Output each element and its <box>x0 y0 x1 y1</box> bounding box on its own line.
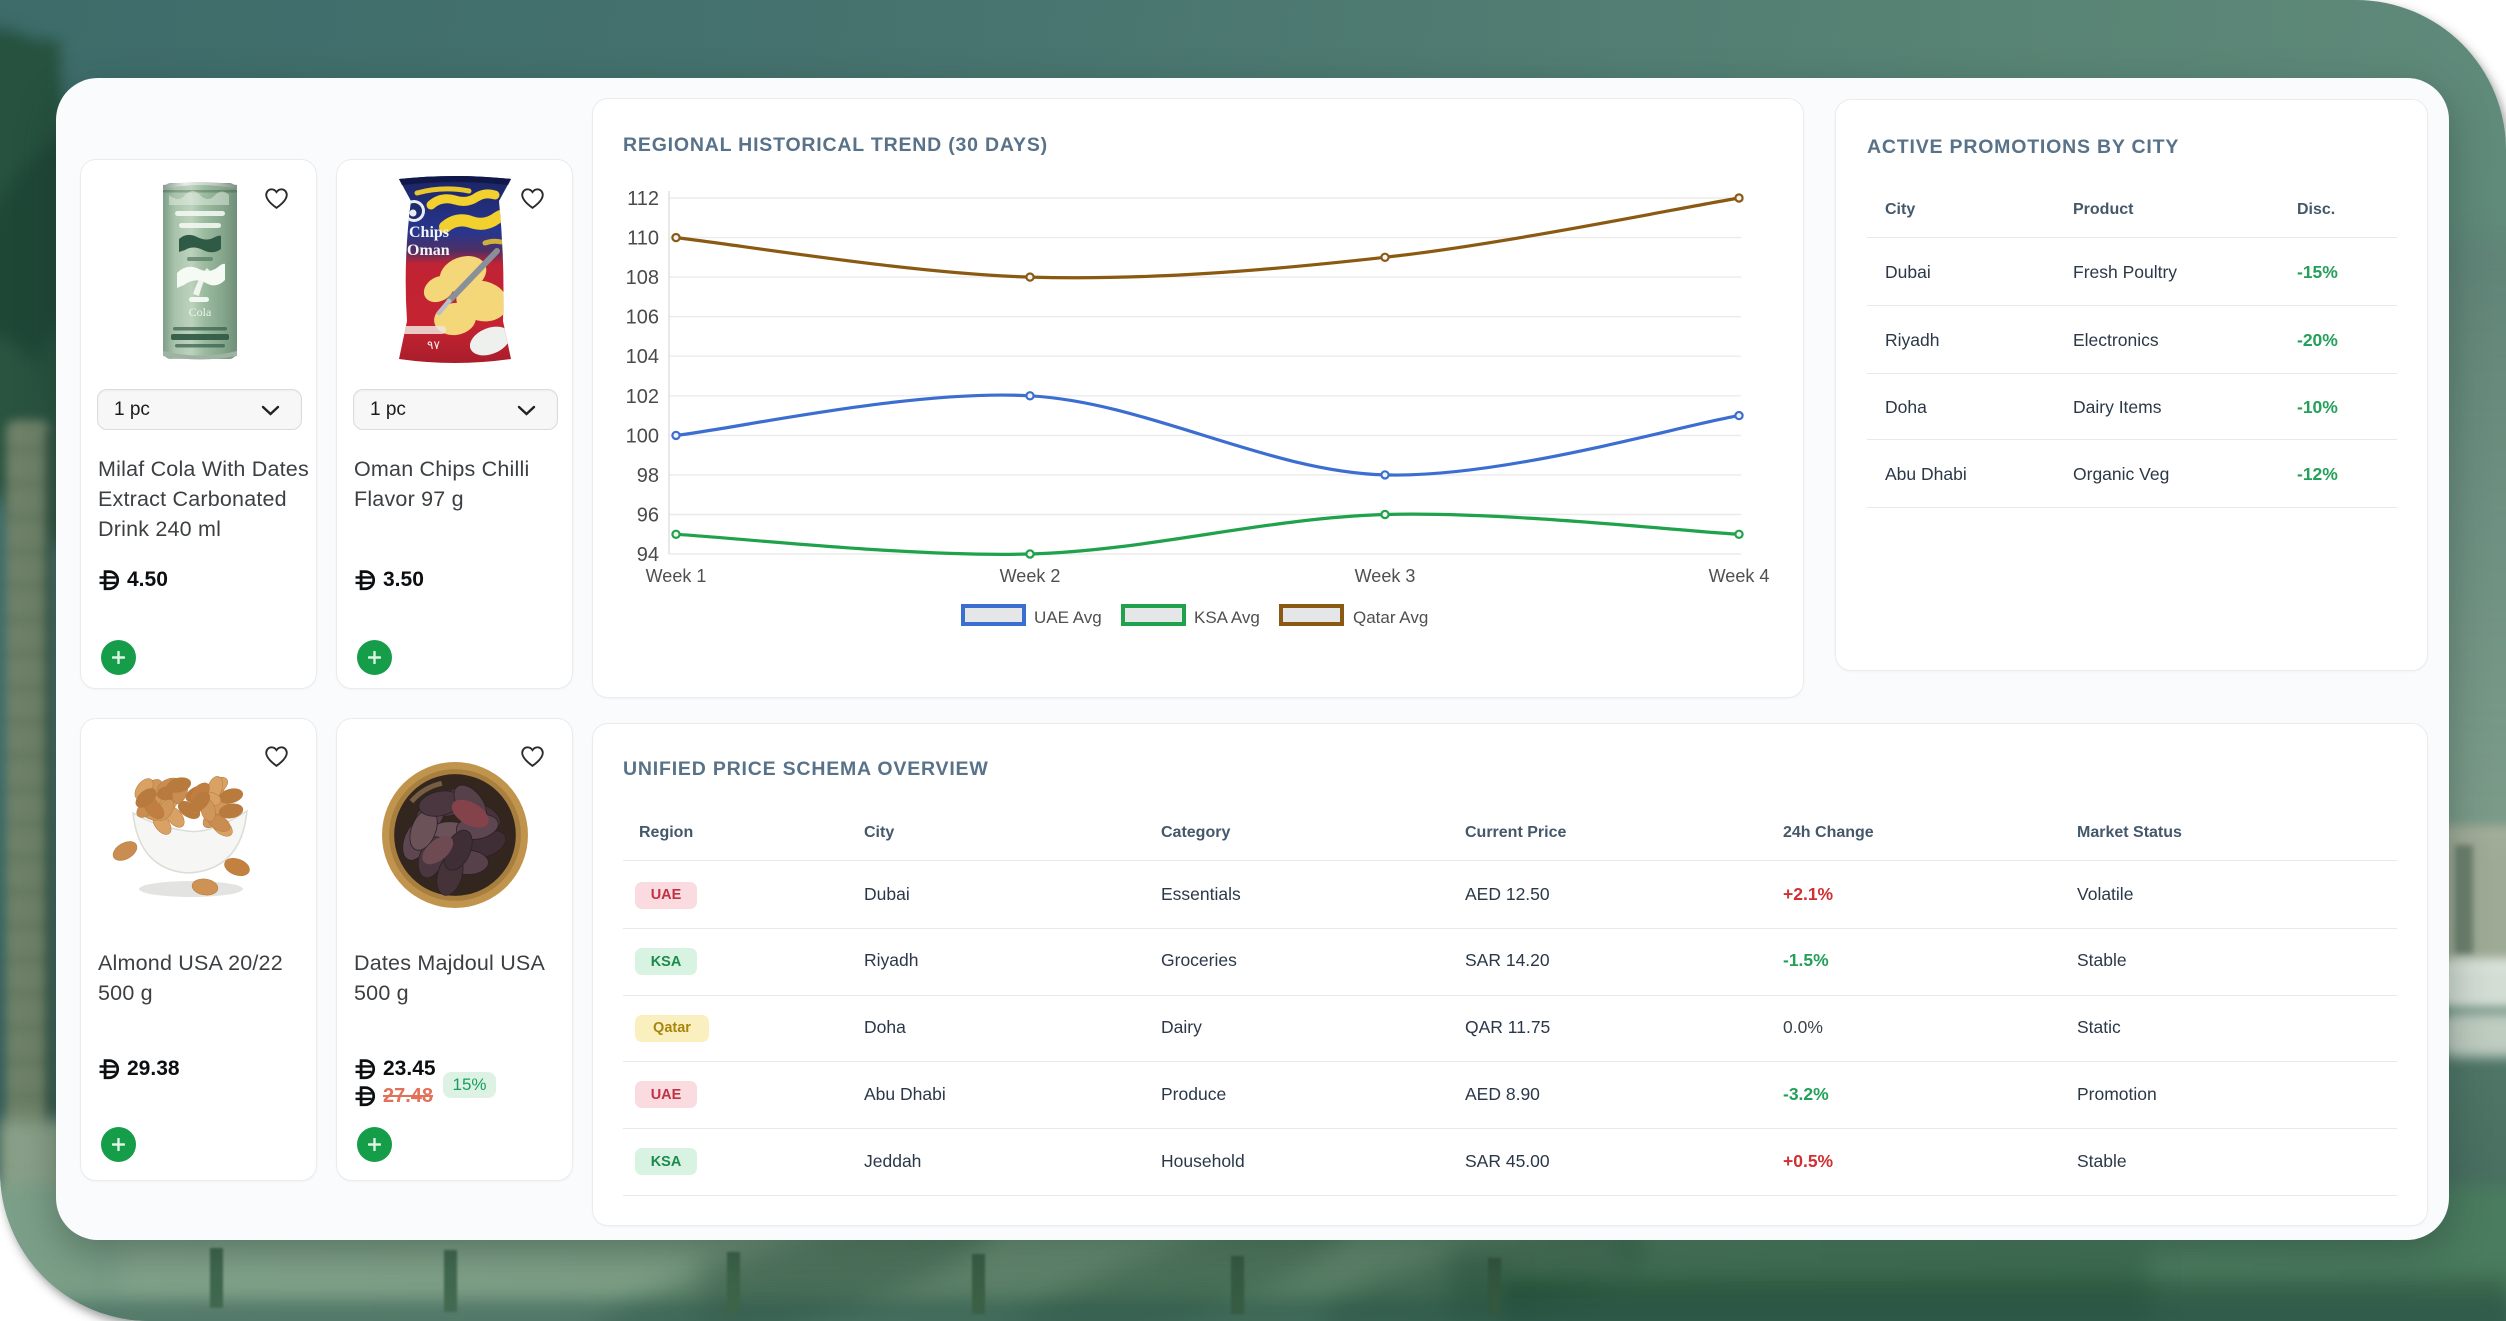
svg-text:106: 106 <box>626 307 659 329</box>
svg-text:Week 4: Week 4 <box>1709 566 1770 586</box>
svg-text:KSA Avg: KSA Avg <box>1194 608 1260 627</box>
svg-text:Qatar Avg: Qatar Avg <box>1353 608 1428 627</box>
svg-text:Chips: Chips <box>409 224 449 241</box>
svg-text:Week 3: Week 3 <box>1355 566 1416 586</box>
svg-text:102: 102 <box>626 386 659 408</box>
svg-text:Week 2: Week 2 <box>1000 566 1061 586</box>
svg-text:٩٧: ٩٧ <box>427 338 440 352</box>
svg-text:98: 98 <box>637 465 659 487</box>
svg-text:100: 100 <box>626 425 659 447</box>
svg-text:110: 110 <box>627 228 659 250</box>
svg-text:Oman: Oman <box>407 242 450 259</box>
svg-text:104: 104 <box>626 346 659 368</box>
svg-text:96: 96 <box>637 505 659 527</box>
svg-text:Week 1: Week 1 <box>646 566 707 586</box>
svg-text:94: 94 <box>637 544 659 566</box>
svg-text:Cola: Cola <box>189 305 212 319</box>
svg-text:UAE Avg: UAE Avg <box>1034 608 1102 627</box>
svg-text:112: 112 <box>627 188 659 210</box>
svg-text:108: 108 <box>626 267 659 289</box>
